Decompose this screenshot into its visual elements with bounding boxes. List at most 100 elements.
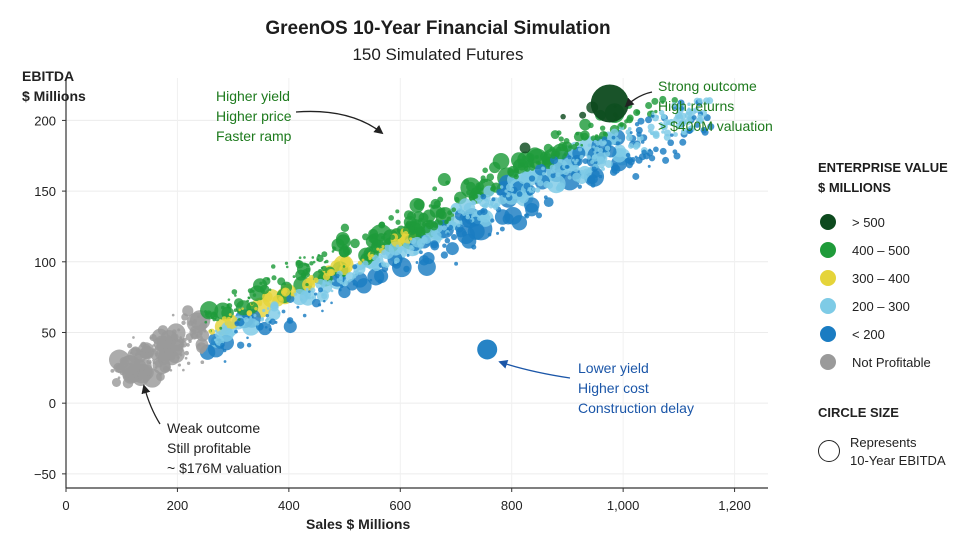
data-point [445, 219, 449, 224]
data-point [601, 166, 605, 171]
data-point [338, 285, 351, 299]
data-point [446, 232, 450, 236]
data-point [265, 313, 270, 318]
data-point [534, 187, 541, 193]
data-point [566, 165, 570, 169]
legend-title: ENTERPRISE VALUE $ MILLIONS [818, 158, 948, 198]
data-point [321, 292, 325, 297]
data-point [535, 212, 543, 219]
data-point [550, 169, 556, 174]
arrow-lower-yield [498, 359, 571, 379]
size-legend-line1: Represents [850, 435, 917, 450]
data-point [247, 288, 253, 294]
data-point [645, 102, 653, 110]
y-tick-label: 200 [34, 113, 56, 128]
data-point [625, 152, 631, 158]
data-point [135, 349, 139, 352]
data-point [681, 129, 687, 135]
data-point [268, 320, 272, 324]
data-point [630, 157, 636, 163]
legend-item-over-500: > 500 [818, 208, 948, 236]
data-point [519, 142, 531, 154]
data-point [667, 118, 675, 126]
data-point [661, 130, 665, 134]
data-point [196, 329, 210, 342]
arrow-weak-outcome [141, 384, 161, 425]
data-point [220, 342, 225, 348]
data-point [321, 251, 328, 258]
data-point [246, 299, 250, 303]
data-point [593, 150, 597, 154]
data-point [615, 141, 620, 146]
data-point [243, 316, 249, 323]
data-point [277, 311, 281, 315]
data-point [684, 111, 692, 119]
data-point [284, 261, 289, 265]
y-axis-label: EBITDA $ Millions [22, 66, 86, 106]
data-point [317, 269, 323, 274]
data-point [374, 269, 389, 284]
data-point [334, 273, 340, 279]
data-point [181, 340, 185, 343]
data-point [691, 115, 697, 121]
data-point [447, 224, 454, 230]
data-point [679, 138, 687, 146]
data-point [528, 175, 536, 182]
data-point [514, 173, 518, 178]
data-point [574, 141, 580, 147]
data-point [604, 145, 611, 152]
x-tick-label: 1,200 [718, 498, 751, 513]
data-point [259, 284, 270, 295]
data-point [575, 158, 579, 162]
data-point [590, 159, 595, 164]
data-point [177, 363, 181, 367]
data-point [456, 223, 461, 228]
data-point [421, 222, 427, 227]
data-point [238, 308, 241, 312]
data-point [489, 161, 501, 174]
data-point [225, 330, 229, 334]
data-point [445, 180, 450, 185]
data-point [305, 288, 309, 292]
data-point [181, 313, 189, 321]
data-point [269, 318, 276, 325]
data-point [654, 109, 658, 114]
data-point [322, 299, 326, 303]
data-point [305, 263, 310, 267]
data-point [568, 145, 572, 149]
data-point [158, 352, 162, 355]
data-point [524, 165, 531, 172]
data-point [415, 261, 419, 264]
data-point [303, 290, 309, 296]
annotation-line: Weak outcome [167, 420, 261, 436]
data-point [407, 211, 417, 221]
data-point [186, 361, 191, 366]
data-point [672, 149, 678, 155]
data-point [563, 138, 570, 144]
data-point [139, 351, 143, 355]
data-point [186, 343, 190, 347]
data-point [629, 131, 633, 135]
data-point [534, 155, 539, 159]
data-point [288, 318, 291, 321]
data-point [647, 123, 655, 131]
data-point [199, 326, 203, 330]
data-point [463, 202, 476, 215]
data-point [686, 128, 692, 135]
data-point [556, 130, 562, 136]
data-point [132, 336, 135, 339]
data-point [314, 292, 318, 296]
data-point [214, 329, 218, 333]
data-point [340, 223, 350, 233]
data-point [468, 195, 475, 202]
data-point [529, 155, 534, 161]
data-point [296, 305, 300, 309]
data-point [311, 256, 315, 259]
data-point [179, 353, 183, 357]
data-point [254, 306, 258, 311]
data-point [557, 185, 564, 192]
annotation-line: Strong outcome [658, 78, 757, 94]
data-point [511, 215, 528, 231]
data-point [264, 325, 268, 329]
